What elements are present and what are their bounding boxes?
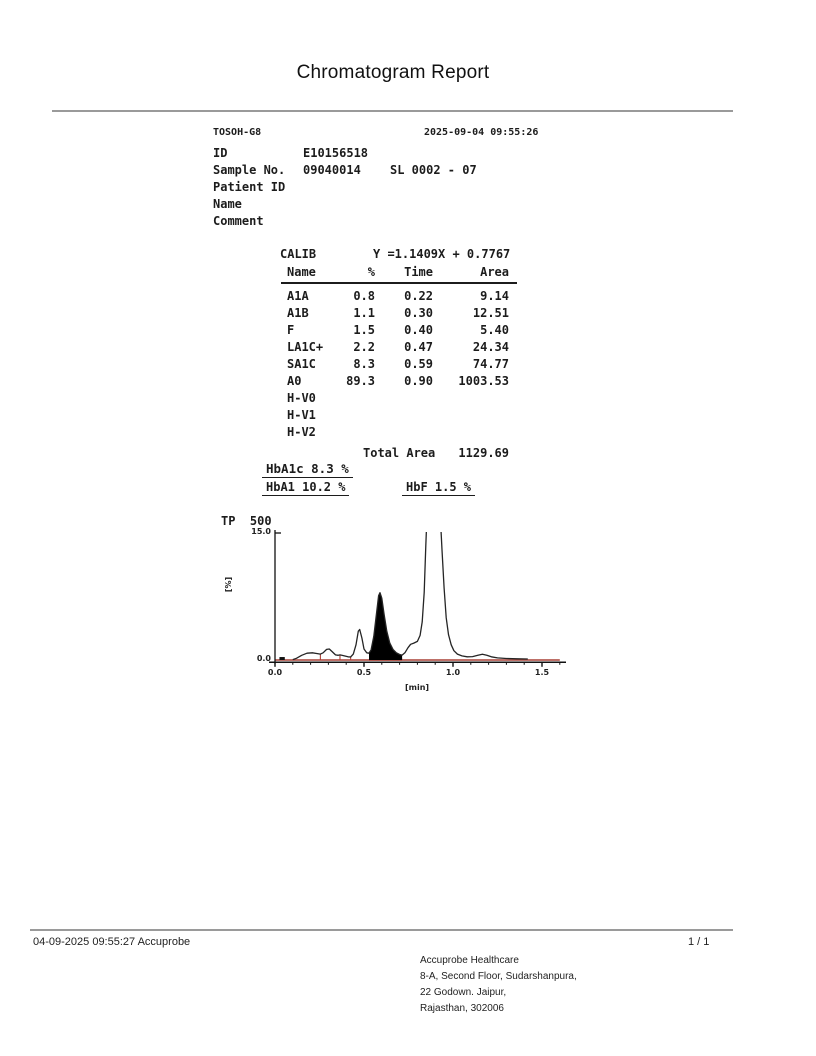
field-row-name: Name <box>0 197 816 213</box>
peak-pct: 1.1 <box>353 306 375 320</box>
table-header-row: Name % Time Area <box>0 265 816 281</box>
field-label: Name <box>213 197 242 211</box>
lab-address-block: Accuprobe Healthcare 8-A, Second Floor, … <box>420 953 577 1017</box>
instrument-model: TOSOH-G8 <box>213 127 262 138</box>
hbf-result: HbF 1.5 % <box>402 480 476 496</box>
col-header-pct: % <box>367 265 375 279</box>
peak-time: 0.30 <box>404 306 433 320</box>
table-row: SA1C 8.3 0.59 74.77 <box>0 357 816 373</box>
peak-area: 9.14 <box>480 289 509 303</box>
peak-time: 0.22 <box>404 289 433 303</box>
table-row: A1A 0.8 0.22 9.14 <box>0 289 816 305</box>
peak-name: H-V1 <box>287 408 316 422</box>
table-row: A0 89.3 0.90 1003.53 <box>0 374 816 390</box>
col-header-time: Time <box>404 265 433 279</box>
field-label: Patient ID <box>213 180 286 194</box>
x-tick-label: 1.0 <box>445 668 461 677</box>
peak-pct: 1.5 <box>353 323 375 337</box>
peak-name: A0 <box>287 374 302 388</box>
peak-area: 24.34 <box>472 340 509 354</box>
field-row-patient-id: Patient ID <box>0 180 816 196</box>
total-area-row: Total Area 1129.69 <box>0 446 816 462</box>
x-tick-label: 0.0 <box>267 668 283 677</box>
field-extra: SL 0002 - 07 <box>390 163 477 177</box>
y-axis-unit-label: [%] <box>224 576 234 593</box>
table-row: H-V2 <box>0 425 816 441</box>
chromatogram-chart: TP 500 15.0 0.0 [%] 0.0 0.5 1.0 1.5 [min… <box>215 512 585 707</box>
peak-pct: 2.2 <box>353 340 375 354</box>
peak-name: A1B <box>287 306 309 320</box>
field-label: Sample No. <box>213 163 286 177</box>
table-row: A1B 1.1 0.30 12.51 <box>0 306 816 322</box>
result-secondary-row: HbA1 10.2 % HbF 1.5 % <box>0 480 816 496</box>
lab-address-line: Rajasthan, 302006 <box>420 1003 504 1014</box>
result-hba1c-row: HbA1c 8.3 % <box>0 461 816 478</box>
peak-pct: 89.3 <box>346 374 375 388</box>
y-axis-max-label: 15.0 <box>251 527 271 536</box>
calib-equation: Y =1.1409X + 0.7767 <box>373 247 511 261</box>
table-row: LA1C+ 2.2 0.47 24.34 <box>0 340 816 356</box>
chromatogram-svg <box>269 530 566 667</box>
peak-name: SA1C <box>287 357 316 371</box>
table-row: F 1.5 0.40 5.40 <box>0 323 816 339</box>
field-row-comment: Comment <box>0 214 816 230</box>
field-label: Comment <box>213 214 264 228</box>
field-row-sample-no: Sample No. 09040014 SL 0002 - 07 <box>0 163 816 179</box>
field-value: E10156518 <box>303 146 369 160</box>
peak-time: 0.59 <box>404 357 433 371</box>
x-tick-label: 0.5 <box>356 668 372 677</box>
hba1c-result: HbA1c 8.3 % <box>262 461 353 478</box>
col-header-area: Area <box>480 265 509 279</box>
chart-title: TP 500 <box>221 514 272 528</box>
peak-pct: 8.3 <box>353 357 375 371</box>
page-title: Chromatogram Report <box>296 62 490 83</box>
peak-name: F <box>287 323 295 337</box>
x-axis-unit-label: [min] <box>404 683 430 692</box>
field-row-id: ID E10156518 <box>0 146 816 162</box>
col-header-name: Name <box>287 265 316 279</box>
field-value: 09040014 <box>303 163 361 177</box>
footer-page-number: 1 / 1 <box>688 936 710 948</box>
total-area-value: 1129.69 <box>458 446 509 460</box>
table-row: H-V0 <box>0 391 816 407</box>
calib-row: CALIB Y =1.1409X + 0.7767 <box>0 247 816 263</box>
y-axis-min-label: 0.0 <box>256 654 271 663</box>
peak-name: H-V0 <box>287 391 316 405</box>
footer-divider <box>30 929 733 931</box>
header-divider <box>52 110 733 112</box>
peak-name: LA1C+ <box>287 340 324 354</box>
lab-address-line: 22 Godown. Jaipur, <box>420 987 507 998</box>
total-area-label: Total Area <box>363 446 436 460</box>
peak-area: 12.51 <box>472 306 509 320</box>
x-tick-label: 1.5 <box>534 668 550 677</box>
peak-name: A1A <box>287 289 309 303</box>
table-row: H-V1 <box>0 408 816 424</box>
peak-area: 74.77 <box>472 357 509 371</box>
lab-address-line: 8-A, Second Floor, Sudarshanpura, <box>420 971 577 982</box>
report-datetime: 2025-09-04 09:55:26 <box>424 127 539 138</box>
hba1-result: HbA1 10.2 % <box>262 480 350 496</box>
table-header-divider <box>281 282 517 284</box>
field-label: ID <box>213 146 228 160</box>
peak-time: 0.90 <box>404 374 433 388</box>
peak-time: 0.40 <box>404 323 433 337</box>
peak-area: 1003.53 <box>458 374 509 388</box>
lab-address-line: Accuprobe Healthcare <box>420 955 519 966</box>
peak-area: 5.40 <box>480 323 509 337</box>
calib-label: CALIB <box>280 247 317 261</box>
peak-time: 0.47 <box>404 340 433 354</box>
peak-name: H-V2 <box>287 425 316 439</box>
peak-pct: 0.8 <box>353 289 375 303</box>
footer-datetime: 04-09-2025 09:55:27 Accuprobe <box>33 936 191 948</box>
